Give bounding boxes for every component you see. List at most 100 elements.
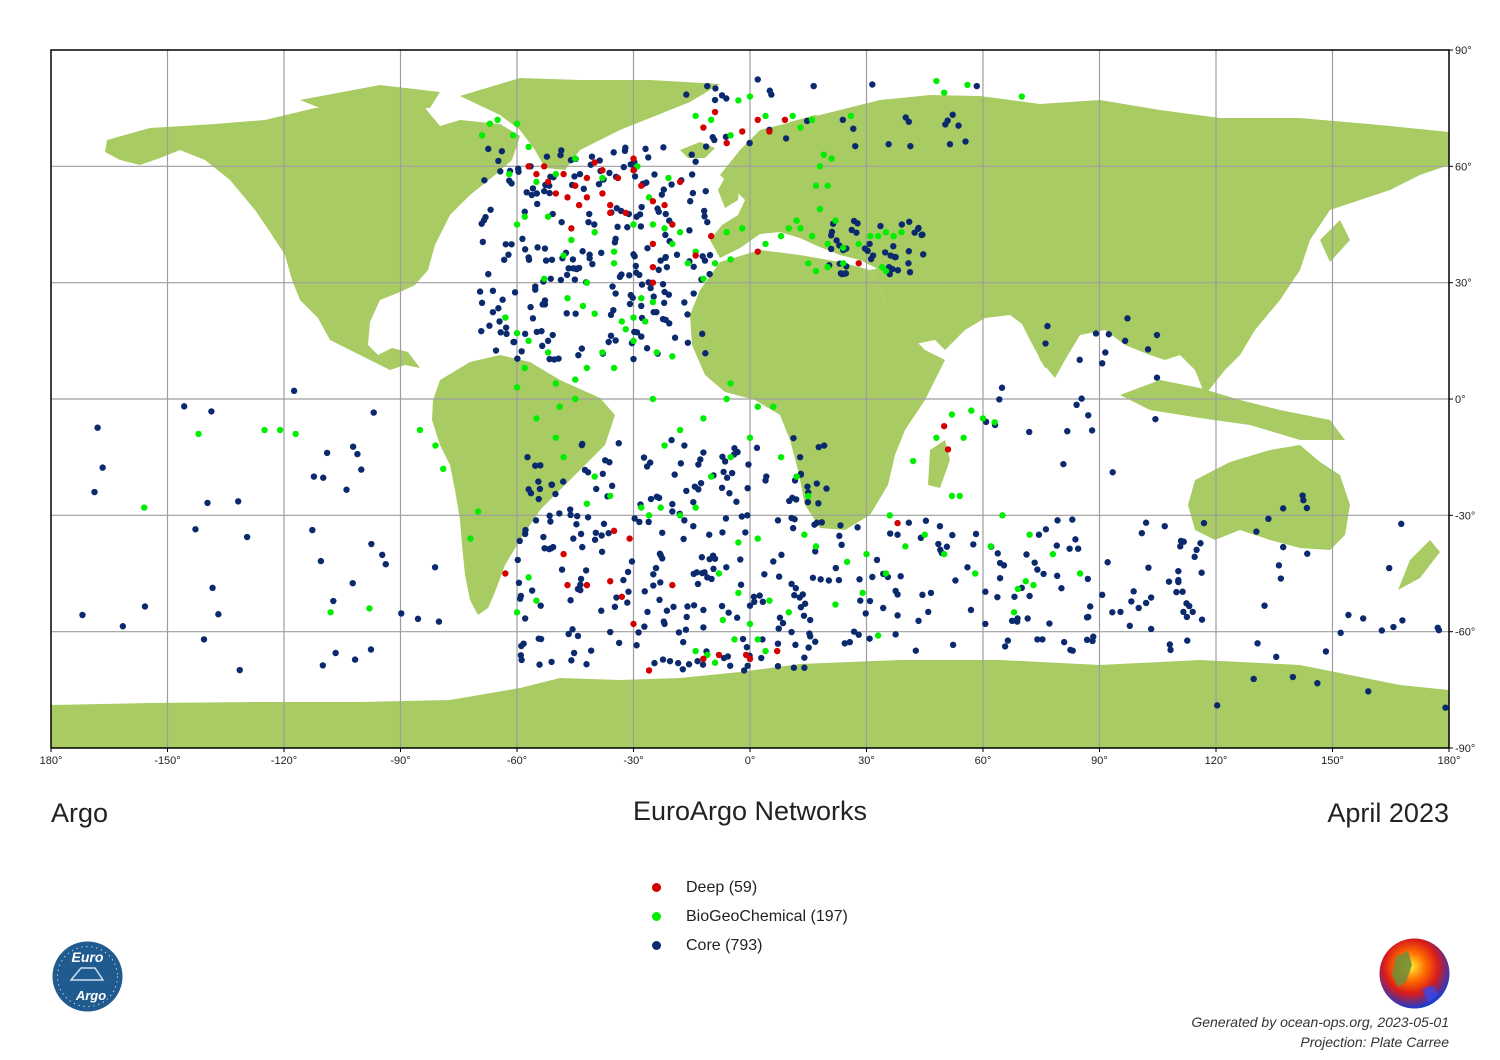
core-dot-icon: [652, 941, 661, 950]
float-point-core: [835, 576, 843, 584]
float-point-core: [536, 661, 543, 668]
float-point-bgc: [940, 89, 948, 96]
float-point-bgc: [933, 77, 940, 85]
float-point-core: [1060, 460, 1067, 468]
float-point-bgc: [956, 492, 963, 500]
float-point-core: [579, 440, 586, 448]
float-point-core: [967, 606, 975, 614]
india: [1010, 292, 1080, 368]
float-point-core: [706, 555, 713, 563]
float-point-bgc: [746, 93, 754, 100]
float-point-deep: [746, 655, 754, 663]
float-point-core: [351, 656, 359, 663]
euroargo-logo: Euro Argo: [52, 941, 123, 1012]
float-point-deep: [711, 108, 719, 116]
float-point-core: [1088, 427, 1096, 434]
float-point-core: [548, 658, 555, 666]
float-point-core: [310, 473, 318, 480]
float-point-core: [827, 245, 835, 253]
float-point-core: [614, 223, 621, 231]
float-point-bgc: [840, 244, 847, 251]
eurasia: [710, 95, 1449, 395]
float-point-core: [1066, 545, 1073, 552]
float-point-bgc: [805, 260, 812, 267]
float-point-core: [592, 529, 600, 536]
float-point-bgc: [521, 213, 528, 220]
float-point-core: [521, 330, 529, 338]
float-point-core: [1001, 643, 1009, 650]
float-point-core: [608, 482, 616, 490]
float-point-core: [1084, 575, 1092, 583]
float-point-core: [711, 555, 719, 562]
float-point-core: [119, 623, 127, 630]
float-point-core: [952, 577, 959, 584]
float-point-core: [718, 602, 726, 610]
float-point-core: [641, 588, 648, 595]
float-point-core: [1277, 575, 1285, 582]
float-point-core: [1076, 356, 1083, 364]
float-point-bgc: [684, 260, 692, 267]
float-point-core: [1117, 608, 1124, 616]
float-point-bgc: [276, 426, 284, 434]
float-point-core: [885, 141, 892, 148]
float-point-core: [919, 251, 927, 258]
float-point-deep: [618, 593, 626, 600]
float-point-core: [533, 190, 541, 197]
float-point-core: [606, 459, 613, 466]
float-point-core: [499, 296, 506, 303]
float-point-core: [540, 533, 547, 541]
float-point-core: [1345, 611, 1352, 619]
float-point-core: [497, 329, 504, 336]
float-point-bgc: [707, 473, 715, 480]
float-point-core: [804, 483, 811, 490]
float-point-core: [585, 218, 592, 226]
float-point-deep: [560, 170, 567, 178]
float-point-core: [651, 659, 658, 667]
float-point-core: [1008, 617, 1016, 625]
float-point-core: [577, 530, 585, 538]
float-point-bgc: [533, 178, 540, 186]
float-point-deep: [540, 163, 548, 170]
float-point-core: [647, 284, 654, 292]
float-point-core: [944, 117, 951, 124]
float-point-core: [1024, 615, 1031, 622]
float-point-core: [894, 591, 901, 598]
float-point-core: [1399, 617, 1406, 624]
new-zealand: [1398, 540, 1440, 590]
float-point-core: [570, 649, 578, 657]
float-point-core: [837, 270, 845, 277]
float-point-deep: [607, 578, 614, 585]
float-point-core: [973, 82, 980, 90]
date-label: April 2023: [1327, 798, 1449, 828]
float-point-core: [1144, 346, 1152, 353]
float-point-core: [655, 208, 662, 215]
float-point-core: [572, 310, 579, 317]
float-point-core: [712, 85, 719, 92]
float-point-core: [1314, 680, 1321, 687]
float-point-core: [593, 485, 600, 493]
float-point-bgc: [591, 310, 598, 317]
scandinavia: [760, 115, 840, 185]
float-point-core: [1198, 569, 1205, 576]
float-point-core: [349, 443, 357, 450]
float-point-bgc: [727, 453, 734, 461]
float-point-core: [547, 518, 554, 525]
float-point-core: [511, 289, 519, 296]
float-point-bgc: [948, 492, 956, 500]
float-point-core: [763, 473, 770, 480]
float-point-core: [565, 265, 572, 272]
float-point-core: [544, 337, 552, 345]
float-point-bgc: [645, 194, 653, 201]
x-tick-label: 180°: [40, 755, 63, 767]
float-point-core: [774, 640, 782, 647]
float-point-core: [695, 486, 702, 493]
float-point-core: [332, 649, 339, 657]
float-point-core: [633, 642, 640, 649]
float-point-bgc: [657, 504, 664, 511]
float-point-core: [522, 526, 529, 534]
float-point-core: [801, 600, 809, 607]
float-point-core: [1090, 633, 1097, 640]
float-point-core: [935, 540, 942, 548]
float-point-core: [624, 568, 632, 576]
float-point-core: [889, 265, 896, 273]
